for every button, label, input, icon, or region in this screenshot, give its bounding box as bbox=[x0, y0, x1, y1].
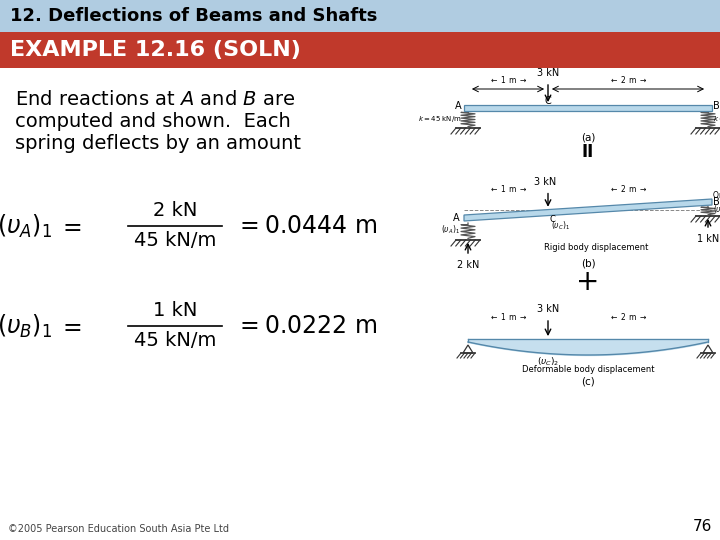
Text: A: A bbox=[454, 213, 460, 223]
Text: C: C bbox=[544, 96, 552, 106]
Text: $= 0.0444$ m: $= 0.0444$ m bbox=[235, 214, 377, 238]
Text: C: C bbox=[550, 215, 556, 224]
Polygon shape bbox=[464, 199, 712, 221]
Text: 1 kN: 1 kN bbox=[697, 234, 719, 244]
Text: $=$: $=$ bbox=[58, 314, 82, 338]
Text: (a): (a) bbox=[581, 133, 595, 143]
Text: +: + bbox=[576, 268, 600, 296]
Text: $=$: $=$ bbox=[58, 214, 82, 238]
Text: B: B bbox=[713, 101, 720, 111]
Text: $(\upsilon_B)_1$: $(\upsilon_B)_1$ bbox=[0, 313, 52, 340]
Text: Deformable body displacement: Deformable body displacement bbox=[522, 366, 654, 375]
Text: $= 0.0222$ m: $= 0.0222$ m bbox=[235, 314, 377, 338]
Text: $(\upsilon_B)_1$: $(\upsilon_B)_1$ bbox=[713, 204, 720, 216]
Text: computed and shown.  Each: computed and shown. Each bbox=[15, 112, 291, 131]
Text: $(\upsilon_C)_1$: $(\upsilon_C)_1$ bbox=[551, 220, 570, 232]
Text: $(\upsilon_A)_1$: $(\upsilon_A)_1$ bbox=[0, 212, 52, 240]
Text: B: B bbox=[713, 197, 720, 207]
Text: 3 kN: 3 kN bbox=[537, 68, 559, 78]
Text: II: II bbox=[582, 143, 594, 161]
Text: Original position: Original position bbox=[713, 192, 720, 200]
Text: $(\upsilon_C)_2$: $(\upsilon_C)_2$ bbox=[537, 355, 559, 368]
Text: $\leftarrow$ 2 m $\rightarrow$: $\leftarrow$ 2 m $\rightarrow$ bbox=[609, 312, 647, 322]
Text: $\leftarrow$ 2 m $\rightarrow$: $\leftarrow$ 2 m $\rightarrow$ bbox=[609, 183, 647, 193]
Text: $\leftarrow$ 1 m $\rightarrow$: $\leftarrow$ 1 m $\rightarrow$ bbox=[489, 74, 527, 85]
Text: $\leftarrow$ 1 m $\rightarrow$: $\leftarrow$ 1 m $\rightarrow$ bbox=[489, 312, 527, 322]
Text: $\leftarrow$ 2 m $\rightarrow$: $\leftarrow$ 2 m $\rightarrow$ bbox=[609, 74, 647, 85]
Text: Rigid body displacement: Rigid body displacement bbox=[544, 244, 648, 253]
Text: 3 kN: 3 kN bbox=[537, 304, 559, 314]
Text: EXAMPLE 12.16 (SOLN): EXAMPLE 12.16 (SOLN) bbox=[10, 40, 301, 60]
Bar bbox=[464, 105, 712, 111]
Text: 76: 76 bbox=[693, 519, 712, 534]
Text: End reactions at $\mathit{A}$ and $\mathit{B}$ are: End reactions at $\mathit{A}$ and $\math… bbox=[15, 90, 295, 109]
Text: spring deflects by an amount: spring deflects by an amount bbox=[15, 134, 301, 153]
Text: $k=45$ kN/m: $k=45$ kN/m bbox=[418, 114, 462, 124]
Text: 12. Deflections of Beams and Shafts: 12. Deflections of Beams and Shafts bbox=[10, 7, 377, 25]
Text: $k=45$ kN/m: $k=45$ kN/m bbox=[713, 114, 720, 124]
Text: (b): (b) bbox=[581, 259, 595, 269]
Text: 45 kN/m: 45 kN/m bbox=[134, 232, 216, 251]
Bar bbox=[0, 0, 720, 32]
Text: $\leftarrow$ 1 m $\rightarrow$: $\leftarrow$ 1 m $\rightarrow$ bbox=[489, 183, 527, 193]
Text: 2 kN: 2 kN bbox=[456, 260, 480, 270]
Text: 45 kN/m: 45 kN/m bbox=[134, 332, 216, 350]
Text: 1 kN: 1 kN bbox=[153, 301, 197, 321]
Text: ©2005 Pearson Education South Asia Pte Ltd: ©2005 Pearson Education South Asia Pte L… bbox=[8, 524, 229, 534]
Text: 3 kN: 3 kN bbox=[534, 177, 556, 187]
Text: (c): (c) bbox=[581, 377, 595, 387]
Bar bbox=[0, 32, 720, 68]
Text: 2 kN: 2 kN bbox=[153, 201, 197, 220]
Text: A: A bbox=[455, 101, 462, 111]
Text: $(\upsilon_A)_1$: $(\upsilon_A)_1$ bbox=[441, 224, 460, 237]
